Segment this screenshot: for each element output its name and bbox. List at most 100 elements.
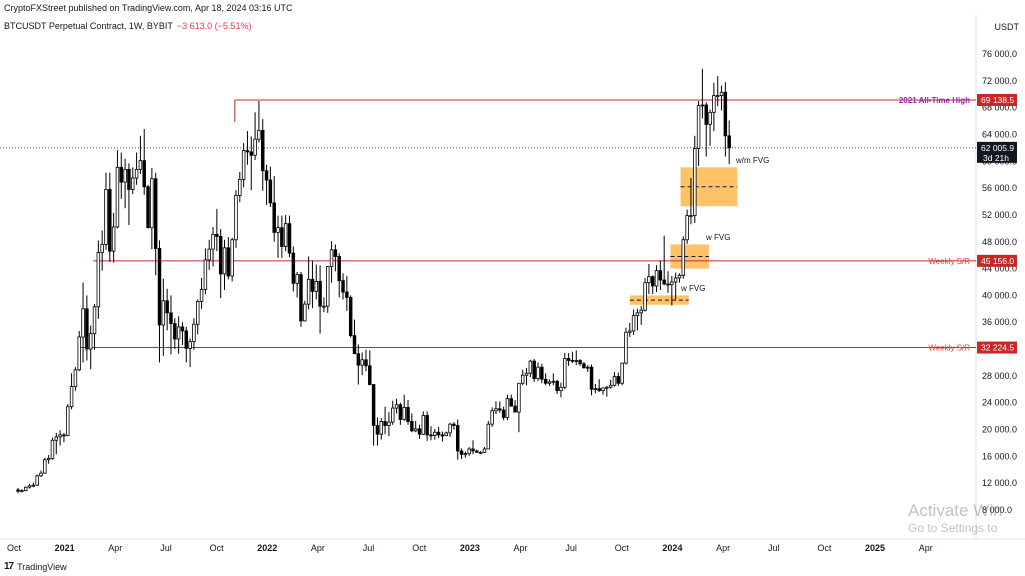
candle-body — [582, 363, 586, 369]
candle-body — [88, 333, 93, 350]
candle-body — [368, 365, 372, 385]
candle-body — [310, 278, 315, 292]
candle-body — [433, 431, 437, 436]
candle-body — [16, 489, 20, 492]
candle-body — [283, 223, 288, 247]
x-tick-label: Apr — [108, 543, 122, 553]
candle-body — [643, 282, 647, 311]
y-tick-label: 36 000.0 — [982, 317, 1017, 327]
candle-body — [528, 360, 533, 374]
candle-body — [303, 303, 307, 322]
candle-body — [566, 358, 571, 361]
candle-body — [455, 425, 460, 452]
candle-body — [329, 249, 334, 267]
candle-body — [230, 239, 234, 277]
x-tick-label: 2021 — [55, 543, 75, 553]
candle-body — [81, 308, 85, 338]
y-tick-label: 16 000.0 — [982, 451, 1017, 461]
candle-body — [119, 166, 124, 183]
countdown-text: 3d 21h — [983, 153, 1009, 163]
x-tick-label: Oct — [7, 543, 22, 553]
candle-body — [146, 186, 150, 229]
candle-body — [524, 372, 529, 376]
candle-body — [196, 301, 200, 325]
candle-body — [142, 160, 146, 188]
candle-body — [253, 138, 257, 156]
candle-body — [394, 404, 399, 409]
candle-body — [547, 381, 552, 384]
y-tick-label: 40 000.0 — [982, 290, 1017, 300]
candle-body — [46, 457, 51, 461]
x-tick-label: Jul — [160, 543, 172, 553]
candle-body — [276, 227, 280, 233]
y-tick-label: 68 000.0 — [982, 103, 1017, 113]
candle-body — [578, 360, 582, 365]
level-price-tag — [977, 254, 1017, 267]
candle-body — [54, 436, 59, 441]
candle-body — [77, 336, 81, 371]
candle-body — [574, 360, 578, 362]
watermark-line-1: Activate Win — [908, 501, 1003, 520]
candle-body — [104, 189, 108, 245]
candle-body — [654, 270, 659, 287]
candle-body — [689, 215, 693, 218]
candle-body — [58, 434, 62, 438]
candle-body — [551, 380, 556, 383]
candle-body — [345, 291, 349, 298]
y-tick-label: 12 000.0 — [982, 478, 1017, 488]
candle-body — [295, 274, 299, 284]
level-label: Weekly S/R — [928, 257, 970, 266]
candle-body — [92, 306, 97, 335]
y-tick-label: 48 000.0 — [982, 237, 1017, 247]
candle-body — [406, 406, 410, 422]
candle-body — [27, 485, 32, 488]
candle-body — [593, 388, 598, 391]
candle-body — [188, 341, 192, 349]
candle-body — [207, 248, 211, 261]
level-label: 2021 All-Time High — [899, 96, 970, 105]
y-tick-label: 64 000.0 — [982, 129, 1017, 139]
candle-body — [647, 276, 651, 284]
candle-body — [157, 248, 162, 326]
candle-body — [608, 384, 613, 388]
x-tick-label: Oct — [817, 543, 832, 553]
candle-body — [184, 330, 189, 349]
candle-body — [478, 451, 483, 454]
candle-body — [444, 432, 448, 436]
candle-body — [559, 386, 563, 392]
candle-body — [727, 135, 731, 149]
x-tick-label: Jul — [768, 543, 780, 553]
x-tick-label: 2025 — [865, 543, 885, 553]
candle-body — [218, 235, 223, 275]
y-tick-label: 76 000.0 — [982, 49, 1017, 59]
candle-body — [673, 277, 678, 283]
candle-body — [352, 335, 357, 355]
candle-body — [635, 312, 640, 316]
candle-body — [509, 398, 513, 407]
candle-body — [700, 104, 705, 107]
candle-body — [257, 130, 261, 140]
candle-body — [532, 360, 536, 379]
candle-body — [429, 434, 433, 437]
candle-body — [272, 202, 276, 233]
candle-body — [134, 168, 139, 179]
candle-body — [115, 166, 120, 228]
x-tick-label: Apr — [513, 543, 527, 553]
candle-body — [597, 388, 601, 392]
candle-body — [639, 309, 643, 314]
candle-body — [624, 331, 628, 364]
candle-body — [306, 278, 311, 305]
candle-body — [35, 475, 39, 486]
candle-body — [520, 374, 525, 384]
candle-body — [398, 404, 403, 420]
candle-body — [436, 431, 441, 436]
candle-body — [402, 406, 406, 420]
candle-body — [341, 280, 345, 293]
candle-body — [249, 151, 254, 156]
candle-body — [176, 326, 181, 340]
candle-body — [245, 150, 250, 153]
candle-body — [666, 283, 670, 286]
candle-body — [712, 95, 716, 113]
candle-body — [505, 398, 510, 418]
